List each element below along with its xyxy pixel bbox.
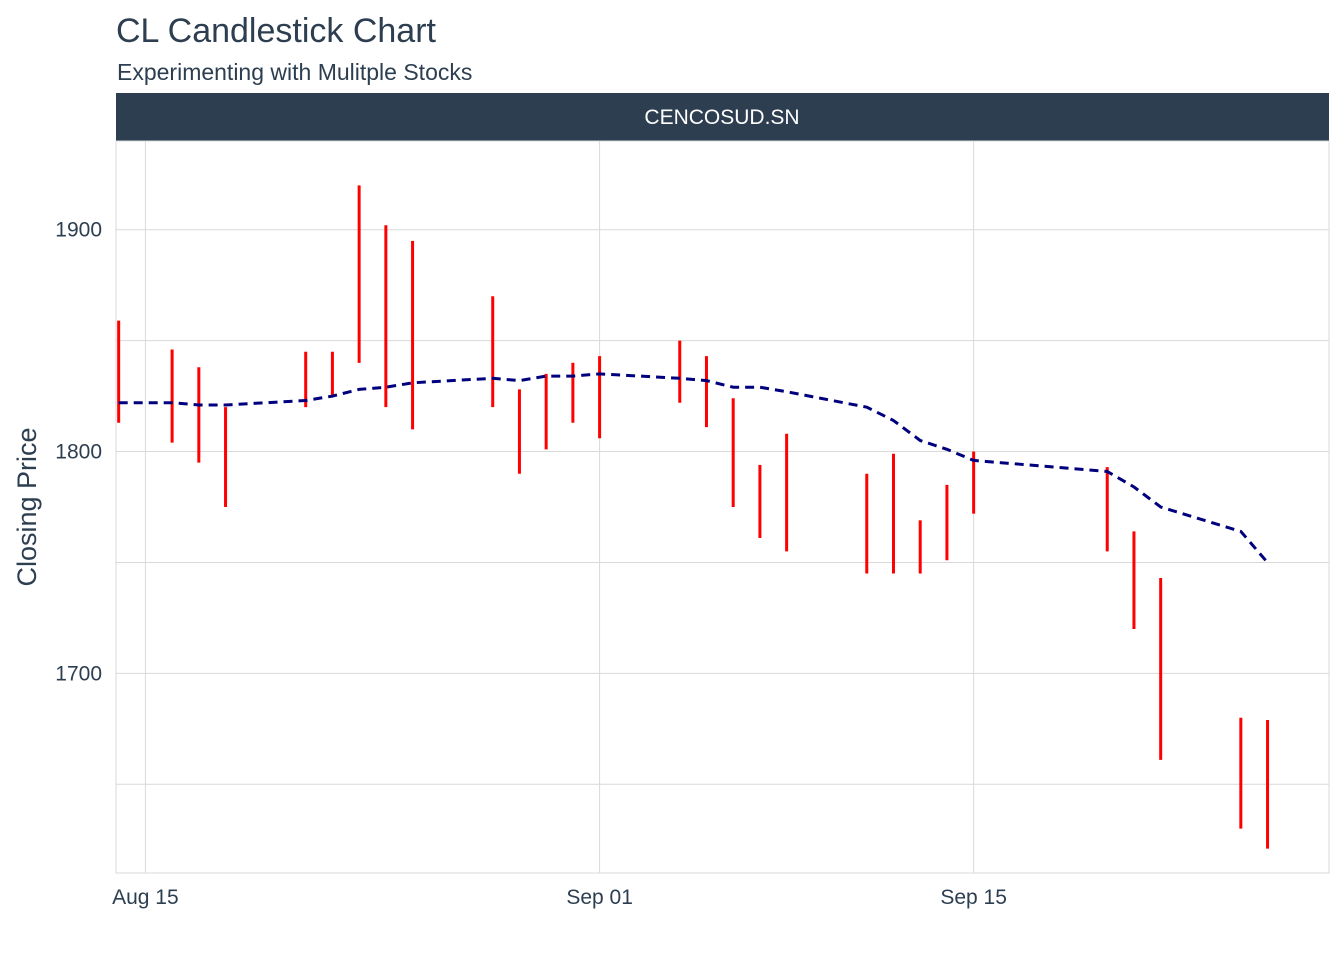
plot-panel — [115, 140, 1330, 874]
facet-label: CENCOSUD.SN — [644, 106, 799, 129]
x-axis-ticks: Aug 15 Sep 01 Sep 15 — [112, 886, 1007, 909]
moving-average-line — [118, 372, 1269, 564]
chart-title: CL Candlestick Chart — [116, 12, 436, 50]
y-tick-label: 1900 — [55, 219, 102, 242]
chart-subtitle: Experimenting with Mulitple Stocks — [117, 59, 473, 85]
x-tick-label: Aug 15 — [112, 886, 179, 909]
x-tick-label: Sep 01 — [566, 886, 633, 909]
facet-strip — [116, 93, 1329, 141]
y-tick-label: 1800 — [55, 441, 102, 464]
y-axis-label: Closing Price — [12, 427, 42, 586]
y-tick-label: 1700 — [55, 662, 102, 685]
candles — [117, 185, 1270, 849]
x-tick-label: Sep 15 — [940, 886, 1007, 909]
y-axis-ticks: 1700 1800 1900 — [55, 219, 102, 686]
